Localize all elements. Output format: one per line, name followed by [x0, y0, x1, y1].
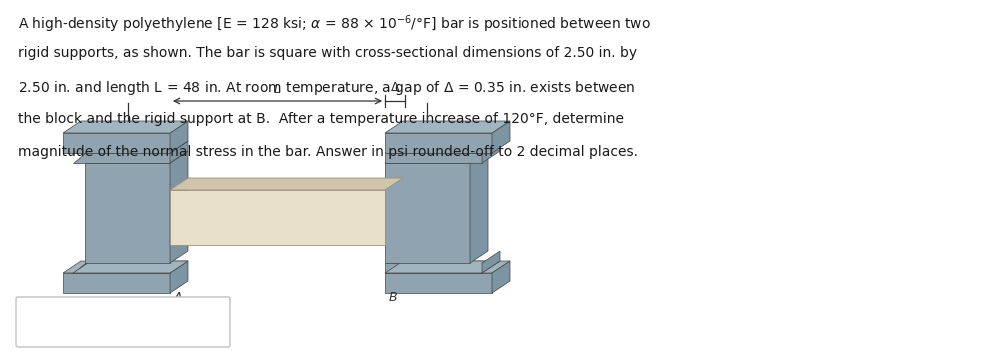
Polygon shape [62, 133, 170, 153]
Polygon shape [170, 151, 188, 263]
Text: rigid supports, as shown. The bar is square with cross-sectional dimensions of 2: rigid supports, as shown. The bar is squ… [18, 46, 637, 60]
Text: the block and the rigid support at B.  After a temperature increase of 120°F, de: the block and the rigid support at B. Af… [18, 112, 624, 126]
Polygon shape [73, 141, 188, 153]
Polygon shape [73, 261, 188, 273]
Polygon shape [85, 163, 170, 263]
Text: A high-density polyethylene [E = 128 ksi; $\alpha$ = 88 $\times$ 10$^{-6}$/°F] b: A high-density polyethylene [E = 128 ksi… [18, 13, 651, 35]
Polygon shape [170, 141, 188, 163]
Polygon shape [385, 141, 500, 153]
Polygon shape [385, 153, 482, 163]
Polygon shape [385, 261, 510, 273]
Polygon shape [170, 178, 403, 190]
Polygon shape [482, 141, 500, 163]
Polygon shape [85, 151, 188, 163]
Polygon shape [170, 190, 385, 245]
Text: B: B [389, 291, 397, 304]
Polygon shape [170, 121, 188, 153]
Polygon shape [73, 263, 170, 273]
Polygon shape [62, 273, 170, 293]
Polygon shape [482, 251, 500, 273]
FancyBboxPatch shape [16, 297, 230, 347]
Text: L: L [274, 83, 281, 96]
Polygon shape [385, 133, 492, 153]
Polygon shape [385, 261, 500, 273]
Polygon shape [62, 121, 188, 133]
Text: Δ: Δ [391, 81, 399, 94]
Polygon shape [385, 121, 510, 133]
Polygon shape [62, 261, 188, 273]
Polygon shape [170, 261, 188, 293]
Polygon shape [492, 261, 510, 293]
Text: magnitude of the normal stress in the bar. Answer in psi rounded-off to 2 decima: magnitude of the normal stress in the ba… [18, 145, 638, 159]
Polygon shape [385, 273, 492, 293]
Polygon shape [385, 263, 482, 273]
Polygon shape [492, 121, 510, 153]
Polygon shape [73, 153, 170, 163]
Text: 2.50 in. and length L = 48 in. At room temperature, a gap of $\Delta$ = 0.35 in.: 2.50 in. and length L = 48 in. At room t… [18, 79, 636, 97]
Polygon shape [470, 151, 488, 263]
Polygon shape [385, 151, 488, 163]
Text: A: A [174, 291, 182, 304]
Polygon shape [385, 163, 470, 263]
